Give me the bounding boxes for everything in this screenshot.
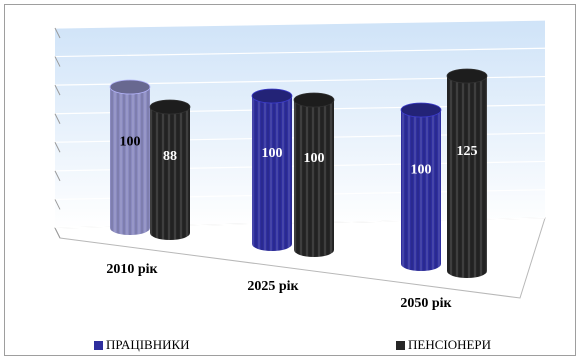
legend-item-pensioners: ПЕНСІОНЕРИ <box>396 337 491 353</box>
bar-texture-pensioners-0 <box>150 107 190 240</box>
legend-label-pensioners: ПЕНСІОНЕРИ <box>408 337 492 352</box>
gridline <box>54 47 546 58</box>
bar-top-workers-1 <box>251 88 293 104</box>
bar-texture-workers-2 <box>401 110 441 271</box>
bar-texture-pensioners-1 <box>294 100 334 257</box>
gridline-side <box>54 227 61 239</box>
bar-top-pensioners-2 <box>446 68 488 84</box>
category-label-2010: 2010 рік <box>106 262 158 277</box>
gridline-side <box>54 84 61 96</box>
gridline-side <box>54 56 61 67</box>
bar-top-workers-0 <box>109 79 151 95</box>
gridline-side <box>54 199 61 210</box>
value-label-pensioners-1: 100 <box>304 151 325 166</box>
legend-label-workers: ПРАЦІВНИКИ <box>106 337 190 352</box>
bar-pensioners-1: 100 <box>293 92 335 257</box>
bar-texture-workers-0 <box>110 87 150 235</box>
value-label-workers-0: 100 <box>120 135 141 150</box>
bars-group: 100 88 100 100 100 125 <box>109 68 488 278</box>
bar-top-pensioners-1 <box>293 92 335 108</box>
bar-workers-2: 100 <box>400 102 442 271</box>
bar-pensioners-2: 125 <box>446 68 488 278</box>
category-label-2050: 2050 рік <box>400 296 452 311</box>
gridline <box>54 19 546 29</box>
bar-texture-pensioners-2 <box>447 76 487 278</box>
legend-swatch-workers <box>94 340 103 350</box>
bar-workers-1: 100 <box>251 88 293 251</box>
category-label-2025: 2025 рік <box>247 279 299 294</box>
legend-swatch-pensioners <box>396 340 405 350</box>
gridline-side <box>54 170 61 182</box>
value-label-workers-2: 100 <box>411 163 432 178</box>
bar-workers-0: 100 <box>109 79 151 235</box>
value-label-workers-1: 100 <box>262 146 283 161</box>
bar-texture-workers-1 <box>252 96 292 251</box>
bar-pensioners-0: 88 <box>149 99 191 240</box>
gridline-side <box>54 27 61 39</box>
value-label-pensioners-0: 88 <box>163 149 177 164</box>
value-label-pensioners-2: 125 <box>457 144 478 159</box>
bar-top-workers-2 <box>400 102 442 118</box>
bar-top-pensioners-0 <box>149 99 191 115</box>
gridline-side <box>54 113 61 124</box>
legend-item-workers: ПРАЦІВНИКИ <box>94 337 190 353</box>
gridline-side <box>54 142 61 153</box>
